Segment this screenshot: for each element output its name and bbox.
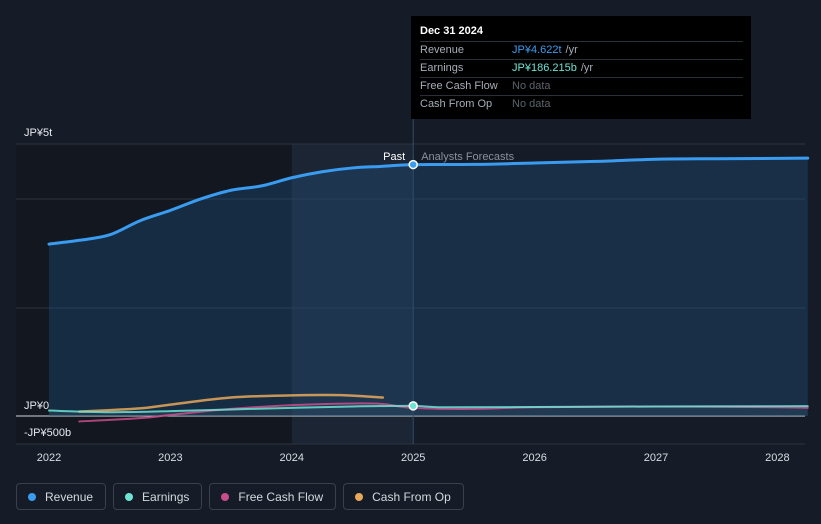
earnings-dot-icon (125, 492, 134, 501)
legend-item-earnings[interactable]: Earnings (113, 483, 203, 510)
tooltip-date: Dec 31 2024 (420, 25, 483, 37)
earnings-area (49, 405, 808, 416)
x-tick-label: 2022 (37, 452, 61, 464)
y-tick-label: JP¥5t (24, 127, 52, 139)
legend-label: Revenue (45, 489, 94, 504)
tooltip-label: Earnings (420, 62, 464, 74)
legend-item-free-cash-flow[interactable]: Free Cash Flow (209, 483, 337, 510)
tooltip-row-revenue: Revenue JP¥4.622t /yr (420, 41, 743, 59)
cash-from-op-dot-icon (355, 492, 364, 501)
tooltip-unit: /yr (580, 62, 594, 74)
revenue-marker (408, 159, 418, 170)
x-tick-label: 2025 (401, 452, 425, 464)
x-tick-label: 2027 (644, 452, 668, 464)
x-tick-label: 2024 (280, 452, 304, 464)
tooltip-unit: /yr (565, 44, 578, 56)
tooltip-row-earnings: Earnings JP¥186.215b /yr (420, 59, 743, 77)
tooltip-value: No data (512, 80, 551, 92)
tooltip: Dec 31 2024 Revenue JP¥4.622t /yr Earnin… (411, 16, 751, 119)
past-label: Past (383, 151, 405, 163)
revenue-dot-icon (28, 492, 36, 501)
tooltip-label: Cash From Op (420, 98, 493, 110)
earnings-marker (408, 401, 418, 411)
tooltip-row-cfo: Cash From Op No data (420, 95, 743, 113)
revenue-line (47, 156, 810, 246)
x-tick-label: 2026 (522, 452, 546, 464)
revenue-area (49, 158, 808, 417)
tooltip-label: Revenue (420, 44, 465, 56)
legend-label: Cash From Op (372, 489, 451, 504)
free-cash-flow-dot-icon (221, 492, 230, 501)
cash-from-op-line (78, 393, 385, 413)
legend-label: Earnings (142, 489, 190, 504)
legend: Revenue Earnings Free Cash Flow Cash Fro… (16, 483, 464, 510)
y-tick-label: -JP¥500b (24, 427, 71, 439)
tooltip-value: JP¥4.622t (512, 44, 562, 56)
legend-item-cash-from-op[interactable]: Cash From Op (343, 483, 464, 510)
tooltip-row-fcf: Free Cash Flow No data (420, 77, 743, 95)
tooltip-value: No data (512, 98, 551, 110)
x-tick-label: 2023 (158, 452, 182, 464)
x-tick-label: 2028 (765, 452, 789, 464)
legend-label: Free Cash Flow (238, 489, 324, 504)
forecast-label: Analysts Forecasts (421, 151, 514, 163)
tooltip-label: Free Cash Flow (420, 80, 498, 92)
tooltip-value: JP¥186.215b (512, 62, 577, 74)
legend-item-revenue[interactable]: Revenue (16, 483, 107, 510)
y-tick-label: JP¥0 (24, 400, 49, 412)
